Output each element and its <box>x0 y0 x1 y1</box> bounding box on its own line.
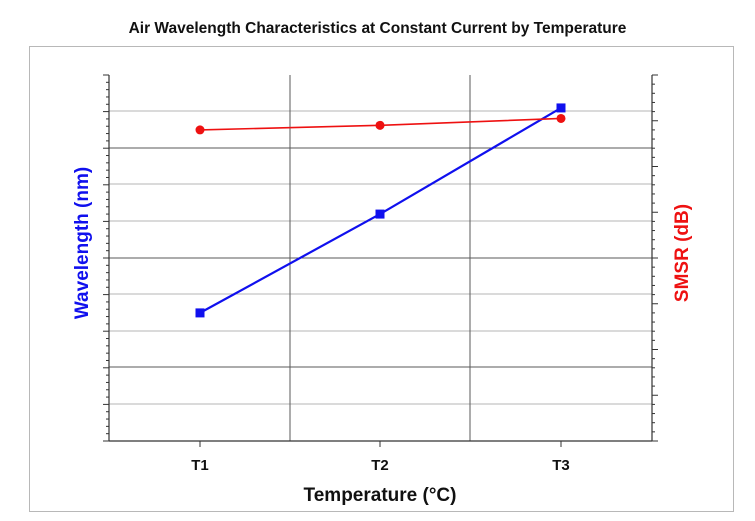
gridlines <box>109 75 652 441</box>
right-axis-title: SMSR (dB) <box>672 204 693 302</box>
x-axis-title: Temperature (°C) <box>304 485 457 506</box>
left-axis-title: Wavelength (nm) <box>72 167 93 319</box>
smsr-point <box>375 120 385 130</box>
wavelength-point <box>195 308 205 318</box>
wavelength-point <box>556 103 566 113</box>
smsr-point <box>195 125 205 135</box>
chart-frame <box>29 46 734 512</box>
x-axis-ticks <box>199 441 562 447</box>
x-tick-label: T2 <box>371 457 389 474</box>
left-axis-ticks <box>103 74 109 442</box>
x-tick-label: T3 <box>552 457 570 474</box>
series-layer <box>195 103 566 318</box>
chart-title: Air Wavelength Characteristics at Consta… <box>128 20 627 37</box>
wavelength-point <box>375 209 385 219</box>
x-tick-label: T1 <box>191 457 209 474</box>
right-axis-ticks <box>652 74 658 442</box>
smsr-point <box>556 113 566 123</box>
